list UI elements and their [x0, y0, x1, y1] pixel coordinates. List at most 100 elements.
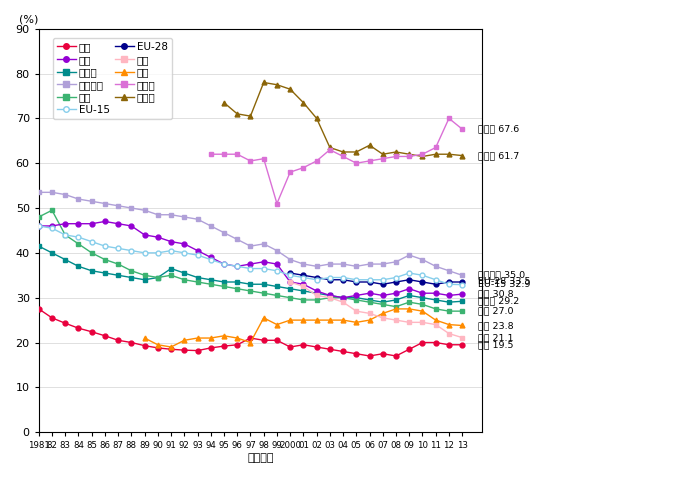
EU-15: [35, 223, 43, 229]
米国: [418, 290, 426, 296]
ロシア: [379, 156, 387, 162]
EU-28: [339, 277, 347, 282]
ロシア: [326, 147, 334, 152]
EU-15: [259, 266, 268, 272]
EU-15: [167, 248, 175, 253]
ドイツ: [273, 283, 281, 289]
Text: EU-15 32.9: EU-15 32.9: [478, 280, 530, 289]
フランス: [418, 257, 426, 262]
米国: [300, 282, 308, 287]
EU-15: [48, 225, 56, 231]
フランス: [206, 223, 215, 229]
フランス: [247, 243, 255, 249]
EU-15: [206, 257, 215, 262]
ドイツ: [366, 297, 374, 303]
ロシア: [286, 169, 294, 175]
韓国: [233, 335, 241, 341]
フランス: [300, 261, 308, 267]
韓国: [286, 317, 294, 323]
EU-15: [140, 250, 148, 256]
インド: [286, 87, 294, 92]
フランス: [445, 268, 453, 274]
EU-15: [114, 246, 122, 251]
インド: [247, 113, 255, 119]
日本: [273, 337, 281, 343]
韓国: [220, 333, 228, 339]
韓国: [326, 317, 334, 323]
ドイツ: [180, 270, 189, 276]
フランス: [180, 214, 189, 220]
EU-15: [127, 248, 136, 253]
中国: [352, 308, 360, 314]
ドイツ: [339, 295, 347, 301]
ドイツ: [206, 277, 215, 282]
米国: [61, 221, 69, 227]
フランス: [114, 203, 122, 208]
中国: [313, 293, 321, 298]
日本: [259, 337, 268, 343]
インド: [352, 149, 360, 155]
米国: [167, 239, 175, 245]
EU-15: [61, 232, 69, 238]
EU-15: [193, 252, 202, 258]
中国: [366, 311, 374, 316]
米国: [193, 248, 202, 253]
Line: EU-15: EU-15: [36, 224, 464, 287]
英国: [300, 297, 308, 303]
EU-28: [432, 282, 440, 287]
ドイツ: [247, 282, 255, 287]
日本: [313, 344, 321, 350]
インド: [273, 82, 281, 87]
ドイツ: [458, 298, 466, 304]
EU-15: [313, 277, 321, 282]
EU-15: [352, 277, 360, 282]
日本: [140, 343, 148, 348]
Text: 米国 30.8: 米国 30.8: [478, 290, 513, 299]
米国: [140, 232, 148, 238]
ロシア: [300, 165, 308, 171]
ドイツ: [300, 288, 308, 294]
英国: [220, 283, 228, 289]
フランス: [74, 196, 82, 202]
日本: [101, 333, 109, 339]
ドイツ: [74, 263, 82, 269]
Line: 米国: 米国: [36, 219, 464, 300]
ドイツ: [418, 295, 426, 301]
EU-15: [405, 270, 413, 276]
ロシア: [392, 153, 400, 159]
フランス: [88, 198, 96, 204]
ドイツ: [193, 275, 202, 281]
韓国: [458, 323, 466, 328]
EU-15: [286, 272, 294, 278]
Line: 韓国: 韓国: [142, 306, 464, 349]
米国: [458, 291, 466, 297]
韓国: [432, 317, 440, 323]
英国: [418, 302, 426, 307]
ロシア: [220, 152, 228, 157]
米国: [114, 221, 122, 227]
Text: EU-28 33.5: EU-28 33.5: [478, 278, 530, 286]
日本: [432, 340, 440, 346]
日本: [127, 340, 136, 346]
インド: [339, 149, 347, 155]
米国: [74, 221, 82, 227]
英国: [114, 261, 122, 267]
フランス: [259, 241, 268, 247]
Text: フランス 35.0: フランス 35.0: [478, 271, 525, 280]
英国: [48, 207, 56, 213]
英国: [206, 282, 215, 287]
英国: [339, 295, 347, 301]
フランス: [61, 192, 69, 197]
米国: [339, 295, 347, 301]
インド: [458, 152, 466, 158]
英国: [326, 295, 334, 301]
フランス: [339, 261, 347, 267]
韓国: [259, 315, 268, 321]
Text: ドイツ 29.2: ドイツ 29.2: [478, 297, 520, 306]
Line: 日本: 日本: [36, 306, 464, 358]
ロシア: [445, 116, 453, 121]
韓国: [300, 317, 308, 323]
ドイツ: [167, 266, 175, 272]
日本: [339, 348, 347, 354]
ドイツ: [326, 293, 334, 298]
